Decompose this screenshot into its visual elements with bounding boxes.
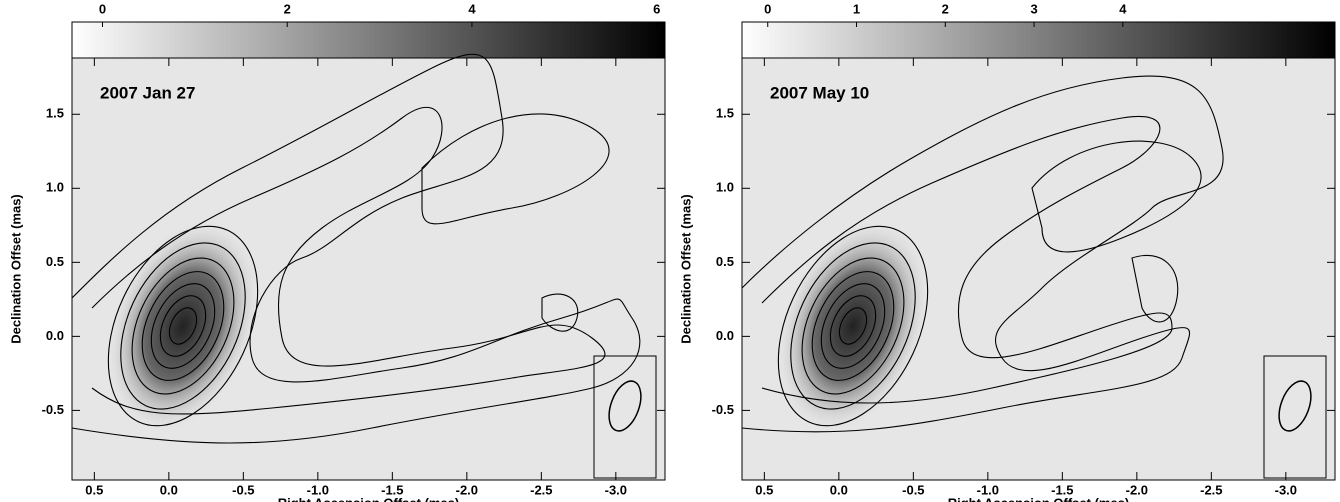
contour: [777, 225, 929, 427]
contour: [107, 225, 259, 427]
contour: [150, 283, 216, 369]
contour: [141, 271, 225, 381]
beam-box: [1263, 355, 1327, 479]
annotation: 2007 May 10: [770, 83, 869, 102]
core-emission: [777, 219, 929, 433]
plot-frame: [71, 57, 666, 481]
x-axis-label: Right Ascension Offset (mas): [948, 495, 1130, 502]
contour-map: [71, 53, 657, 479]
contour: [168, 307, 198, 345]
y-tick-label: -0.5: [42, 402, 64, 417]
annotation: 2007 Jan 27: [100, 83, 195, 102]
x-tick-label: 0.5: [755, 482, 773, 497]
x-tick-label: 0.0: [160, 482, 178, 497]
x-tick-label: -1.0: [307, 482, 329, 497]
contour: [159, 295, 207, 357]
colorbar-tick-label: 0: [764, 1, 771, 16]
x-tick-label: -2.5: [530, 482, 552, 497]
contour: [790, 242, 916, 410]
beam: [1278, 380, 1312, 432]
contour: [1131, 254, 1179, 323]
contour: [1031, 140, 1202, 253]
colorbar-tick-label: 3: [1030, 1, 1037, 16]
colorbar-tick-label: 6: [653, 1, 660, 16]
y-tick-label: 1.0: [46, 180, 64, 195]
y-axis-label: Declination Offset (mas): [8, 194, 23, 344]
x-tick-label: -1.5: [1051, 482, 1073, 497]
contour: [801, 257, 905, 395]
beam: [608, 380, 642, 432]
y-axis-label: Declination Offset (mas): [678, 194, 693, 344]
colorbar-tick-label: 4: [468, 1, 476, 16]
x-tick-label: 0.5: [85, 482, 103, 497]
x-tick-label: 0.0: [830, 482, 848, 497]
contour: [820, 283, 886, 369]
contour: [829, 295, 877, 357]
x-axis-label: Right Ascension Offset (mas): [278, 495, 460, 502]
contour: [120, 242, 246, 410]
x-tick-label: -2.5: [1200, 482, 1222, 497]
contour: [91, 106, 606, 415]
y-tick-label: -0.5: [712, 402, 734, 417]
colorbar-tick-label: 1: [853, 1, 860, 16]
x-tick-label: -0.5: [232, 482, 254, 497]
y-tick-label: 0.5: [46, 254, 64, 269]
contour: [811, 271, 895, 381]
y-tick-label: 0.0: [46, 328, 64, 343]
contour: [838, 307, 868, 345]
y-tick-label: 1.5: [716, 106, 734, 121]
x-tick-label: -2.0: [1126, 482, 1148, 497]
contour-map: [741, 75, 1327, 479]
colorbar-tick-label: 0: [99, 1, 106, 16]
x-tick-label: -3.0: [1275, 482, 1297, 497]
x-tick-label: -3.0: [605, 482, 627, 497]
beam-box: [593, 355, 657, 479]
y-tick-label: 1.5: [46, 106, 64, 121]
contour: [541, 293, 579, 332]
contour: [741, 75, 1224, 433]
colorbar-tick-label: 4: [1119, 1, 1127, 16]
x-tick-label: -2.0: [456, 482, 478, 497]
x-tick-label: -0.5: [902, 482, 924, 497]
core-emission: [107, 219, 259, 433]
x-tick-label: -1.0: [977, 482, 999, 497]
contour: [761, 115, 1173, 404]
colorbar-tick-label: 2: [284, 1, 291, 16]
y-tick-label: 1.0: [716, 180, 734, 195]
contour: [131, 257, 235, 395]
contour: [421, 113, 610, 225]
y-tick-label: 0.0: [716, 328, 734, 343]
plot-frame: [741, 57, 1336, 481]
colorbar-tick-label: 2: [942, 1, 949, 16]
x-tick-label: -1.5: [381, 482, 403, 497]
colorbar: [741, 21, 1336, 59]
contour: [71, 53, 641, 444]
y-tick-label: 0.5: [716, 254, 734, 269]
colorbar: [71, 21, 666, 59]
